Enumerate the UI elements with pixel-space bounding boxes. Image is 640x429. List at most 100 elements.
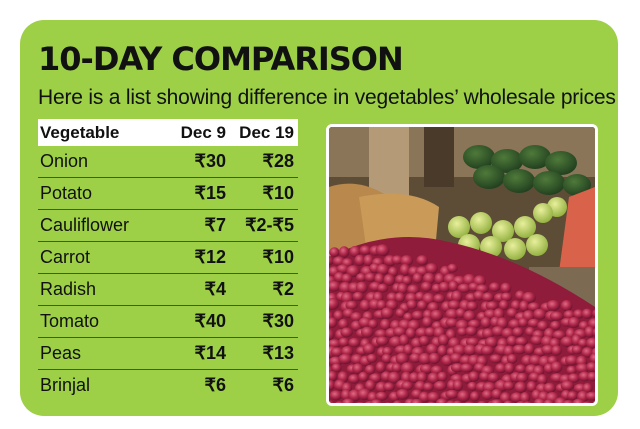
onion	[391, 255, 404, 265]
onion	[567, 373, 580, 383]
onion	[358, 371, 369, 382]
onion	[420, 364, 434, 374]
onion	[383, 382, 395, 392]
onion	[376, 264, 390, 276]
onion	[387, 371, 401, 384]
onion	[380, 307, 394, 319]
onion	[546, 300, 561, 311]
onion	[427, 391, 441, 403]
onion	[457, 327, 468, 337]
onion	[585, 391, 595, 401]
cell-vegetable: Radish	[40, 279, 97, 299]
onion	[582, 401, 592, 403]
onion	[560, 336, 575, 348]
onion	[418, 335, 430, 346]
onion	[333, 310, 344, 321]
cell-dec9: ₹15	[194, 183, 226, 203]
onion	[418, 391, 430, 403]
onion	[512, 344, 527, 355]
table-row: Radish ₹4 ₹2	[38, 274, 298, 306]
onion	[468, 371, 480, 382]
onion	[491, 326, 505, 337]
onion	[567, 317, 581, 328]
cell-vegetable: Cauliflower	[40, 215, 130, 235]
onion	[477, 400, 488, 403]
onion	[464, 401, 475, 403]
onion	[451, 290, 463, 303]
onion	[331, 363, 342, 373]
onion	[329, 339, 342, 349]
onion	[573, 309, 585, 319]
onion	[445, 389, 459, 399]
onion	[500, 292, 513, 302]
onion	[386, 292, 398, 303]
onion	[398, 334, 410, 347]
onion	[467, 381, 478, 391]
onion	[491, 388, 503, 400]
onion	[452, 344, 467, 356]
onion	[385, 402, 391, 403]
onion	[516, 372, 529, 383]
onion	[503, 400, 514, 403]
onion	[593, 365, 595, 373]
onion	[566, 365, 577, 375]
onion	[393, 326, 407, 337]
cell-dec19: ₹2	[272, 279, 294, 299]
onion	[363, 254, 374, 267]
onion	[582, 382, 593, 394]
onion	[352, 363, 364, 375]
onion	[541, 344, 555, 355]
onion	[522, 291, 536, 304]
onion	[537, 374, 548, 385]
onion	[350, 312, 363, 322]
onion	[518, 317, 529, 328]
onion	[433, 293, 445, 304]
onion	[506, 308, 518, 318]
onion	[338, 246, 350, 258]
onion	[524, 343, 535, 355]
cell-dec9: ₹6	[204, 375, 226, 395]
onion	[562, 400, 575, 403]
onion	[403, 312, 414, 322]
onion	[359, 299, 371, 312]
onion	[370, 399, 383, 403]
onion	[543, 382, 556, 394]
onion	[356, 401, 365, 403]
onion	[490, 399, 504, 403]
onion	[340, 389, 352, 401]
onion	[465, 326, 478, 336]
onion	[565, 355, 579, 366]
onion	[465, 337, 480, 347]
onion	[361, 326, 374, 338]
onion	[348, 374, 360, 384]
onion	[422, 316, 433, 328]
table-row: Potato ₹15 ₹10	[38, 178, 298, 210]
onion	[396, 388, 410, 400]
onion	[397, 283, 408, 295]
onion	[526, 381, 537, 393]
onion	[489, 282, 501, 292]
onion	[345, 300, 358, 310]
onion	[447, 300, 461, 310]
table-row: Carrot ₹12 ₹10	[38, 242, 298, 274]
onion	[424, 327, 437, 337]
onion	[551, 345, 562, 356]
onion	[354, 254, 365, 266]
cell-dec19: ₹13	[262, 343, 294, 363]
onion	[575, 363, 590, 374]
onion	[457, 390, 470, 402]
onion	[375, 336, 389, 346]
onion	[407, 284, 420, 295]
cell-dec9: ₹12	[194, 247, 226, 267]
onion	[395, 352, 409, 365]
onion	[329, 370, 338, 382]
onion	[445, 318, 459, 328]
cell-dec9: ₹40	[194, 311, 226, 331]
table-row: Tomato ₹40 ₹30	[38, 306, 298, 338]
onion	[433, 380, 447, 391]
onion	[586, 337, 595, 349]
onion	[563, 310, 576, 320]
onion	[422, 382, 434, 392]
cell-dec19: ₹2-₹5	[245, 215, 294, 235]
onion	[383, 274, 395, 286]
